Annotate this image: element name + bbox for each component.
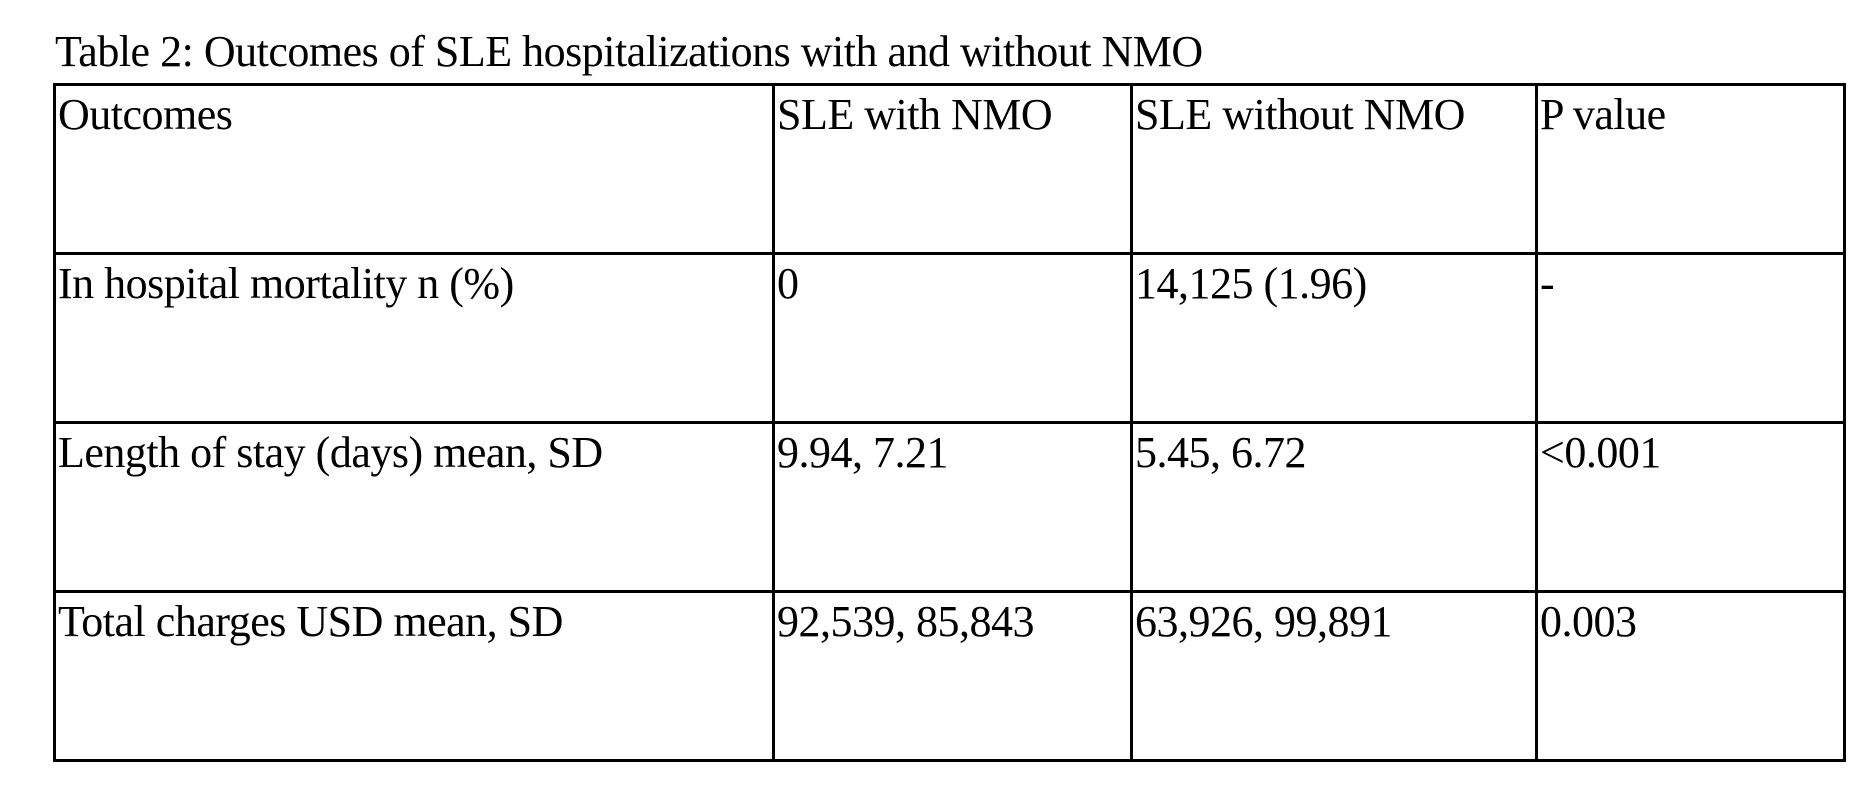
- table-row: In hospital mortality n (%) 0 14,125 (1.…: [53, 252, 1846, 424]
- outcomes-table: Outcomes SLE with NMO SLE without NMO P …: [53, 83, 1846, 762]
- table-cell: 0: [772, 252, 1133, 424]
- header-cell-outcomes: Outcomes: [53, 83, 775, 255]
- header-cell-sle-without-nmo: SLE without NMO: [1130, 83, 1538, 255]
- table-cell: 14,125 (1.96): [1130, 252, 1538, 424]
- table-cell: 92,539, 85,843: [772, 590, 1133, 762]
- table-cell: 5.45, 6.72: [1130, 421, 1538, 593]
- header-cell-sle-with-nmo: SLE with NMO: [772, 83, 1133, 255]
- table-cell: 63,926, 99,891: [1130, 590, 1538, 762]
- header-cell-p-value: P value: [1535, 83, 1846, 255]
- table-cell: 9.94, 7.21: [772, 421, 1133, 593]
- table-header-row: Outcomes SLE with NMO SLE without NMO P …: [53, 83, 1846, 255]
- table-row: Length of stay (days) mean, SD 9.94, 7.2…: [53, 421, 1846, 593]
- table-cell: 0.003: [1535, 590, 1846, 762]
- table-cell: In hospital mortality n (%): [53, 252, 775, 424]
- table-cell: -: [1535, 252, 1846, 424]
- table-caption: Table 2: Outcomes of SLE hospitalization…: [55, 27, 1203, 76]
- table-row: Total charges USD mean, SD 92,539, 85,84…: [53, 590, 1846, 762]
- table-cell: Length of stay (days) mean, SD: [53, 421, 775, 593]
- table-cell: <0.001: [1535, 421, 1846, 593]
- table-cell: Total charges USD mean, SD: [53, 590, 775, 762]
